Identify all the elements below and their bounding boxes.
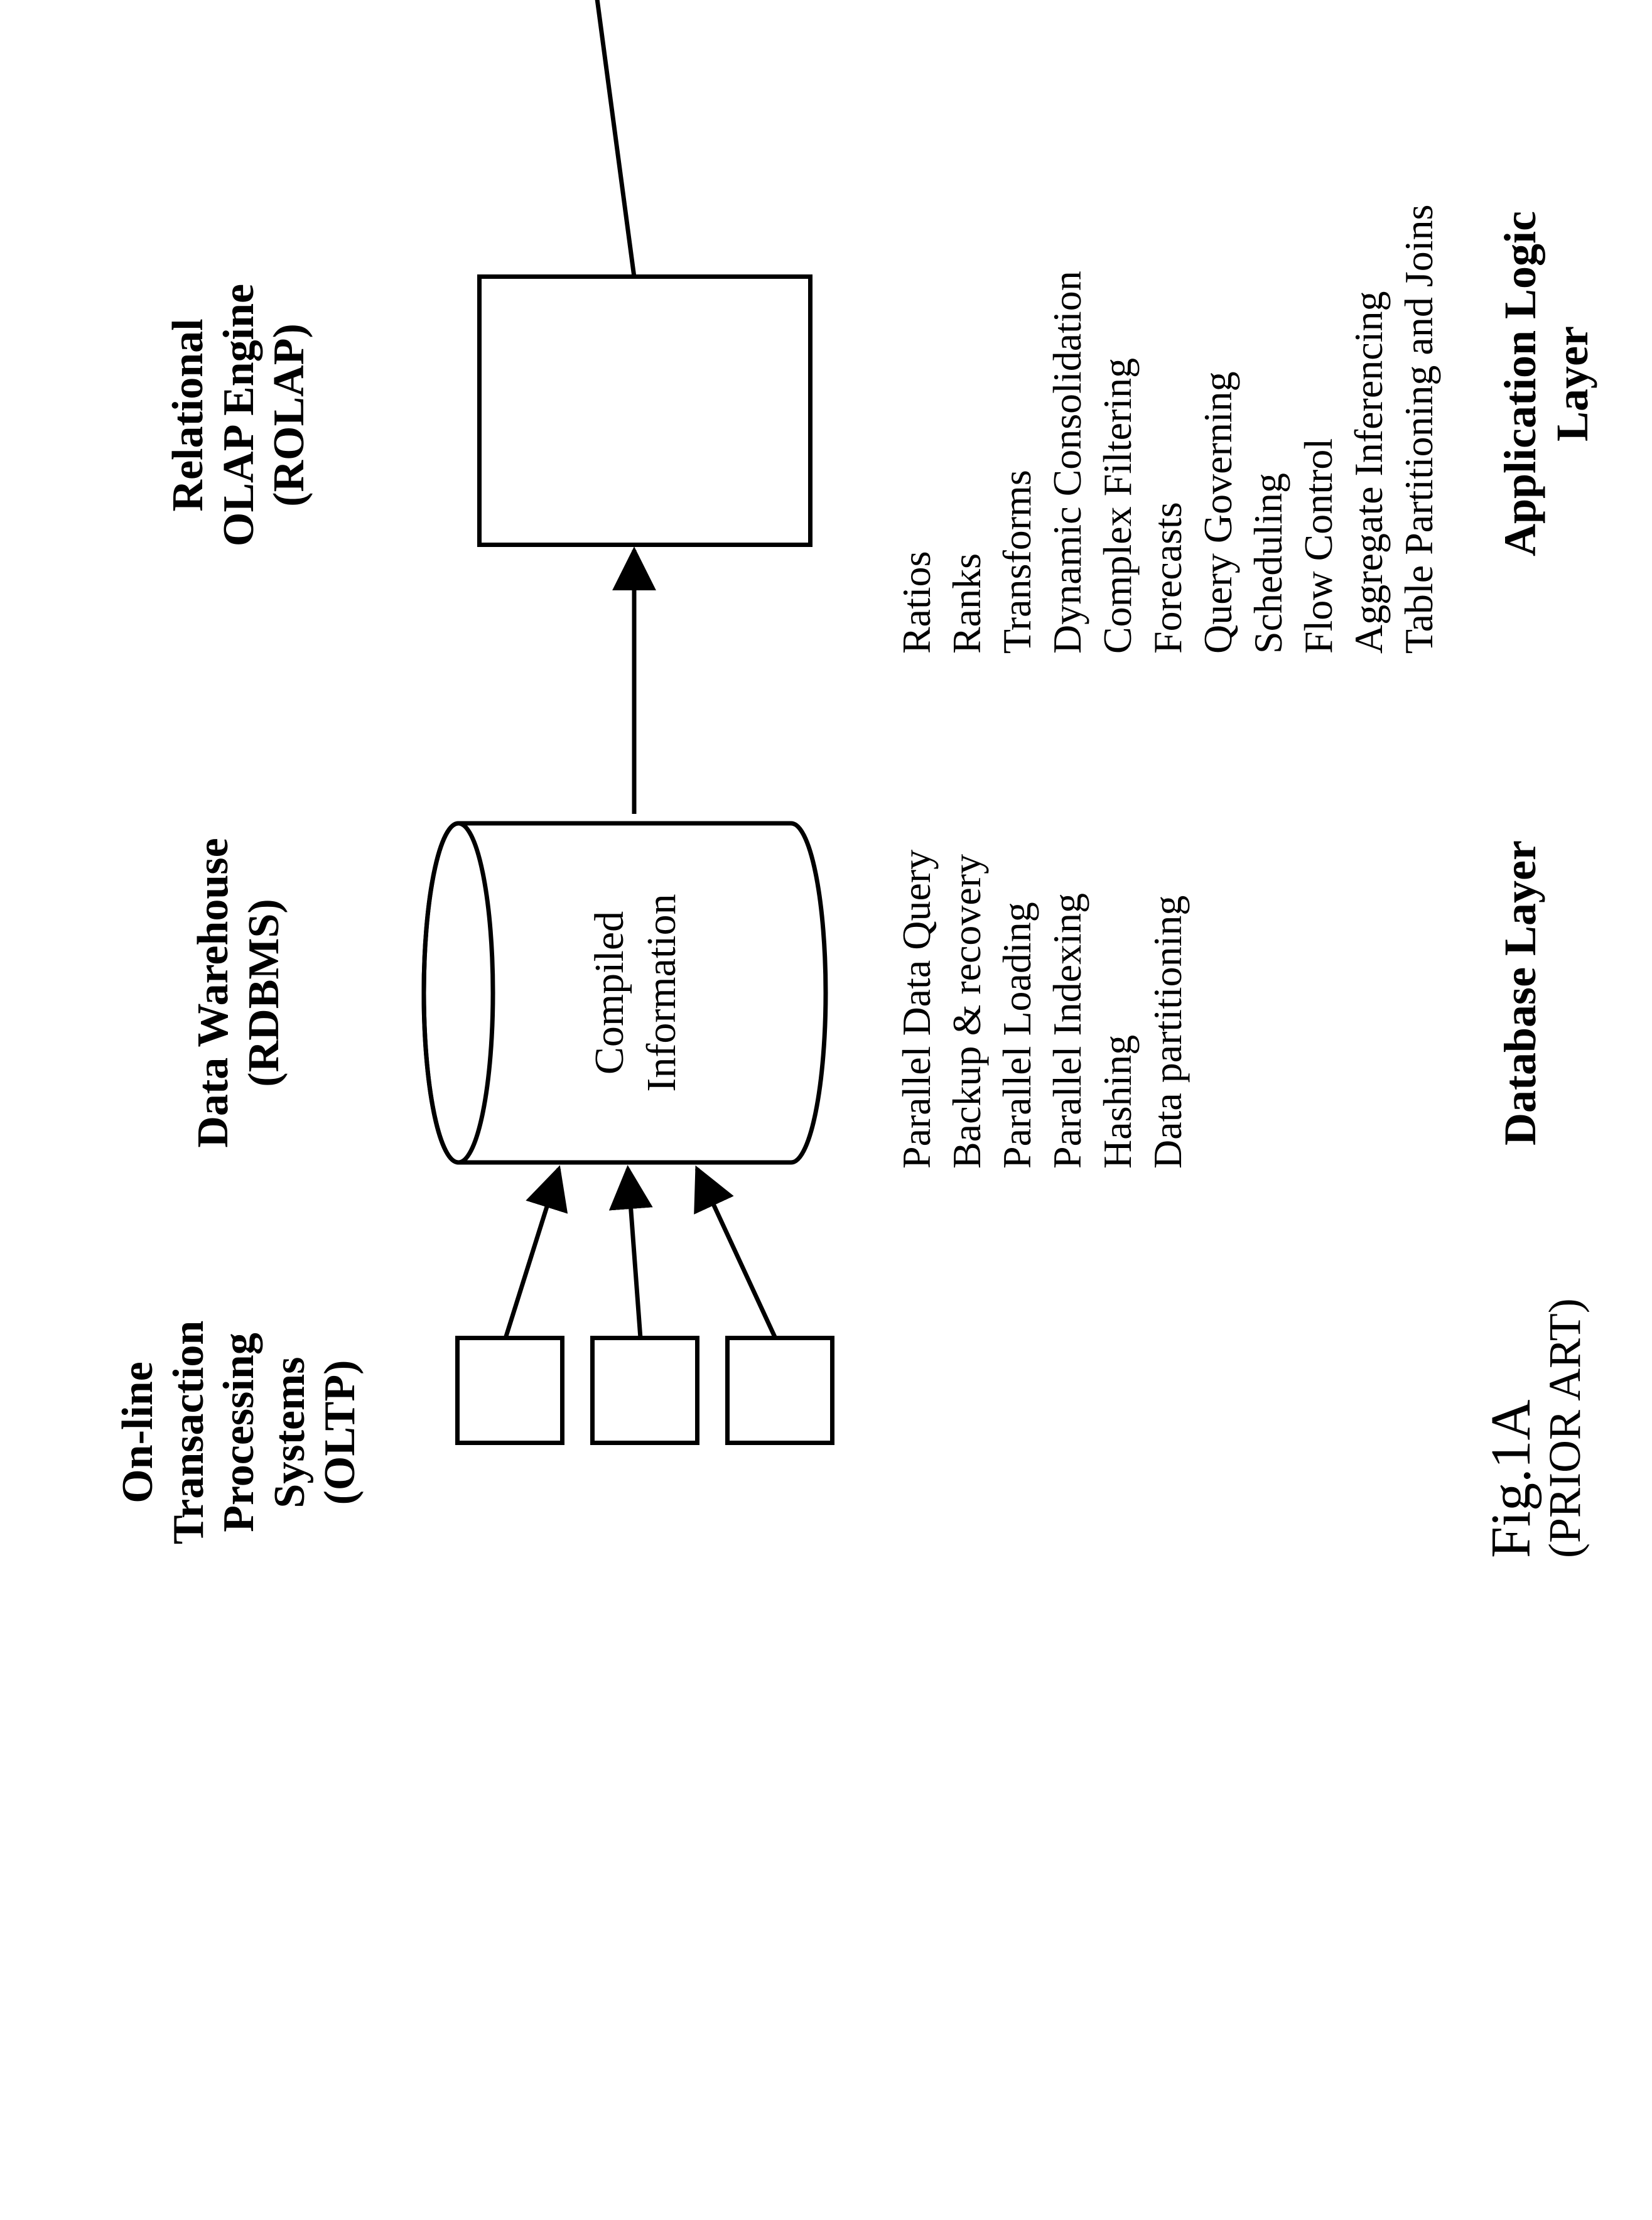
list-item: Backup & recovery [942, 754, 992, 1169]
list-item: Dynamic Consolidation [1042, 26, 1093, 654]
list-item: Ratios [892, 26, 942, 654]
list-item: Hashing [1093, 754, 1143, 1169]
list-item: Query Governing [1193, 26, 1243, 654]
list-item: Transforms [992, 26, 1042, 654]
list-item: Flow Control [1293, 26, 1344, 654]
warehouse-feature-list: Parallel Data Query Backup & recovery Pa… [892, 754, 1193, 1169]
list-item: Table Partitioning and Joins [1394, 26, 1444, 654]
list-item: Forecasts [1143, 26, 1193, 654]
list-item: Aggregate Inferencing [1344, 26, 1394, 654]
figure-label-sub: (PRIOR ART) [1541, 1232, 1589, 1558]
list-item: Ranks [942, 26, 992, 654]
diagram-canvas: On-line Transaction Processing Systems (… [0, 0, 1652, 1652]
rolap-feature-list: Ratios Ranks Transforms Dynamic Consolid… [892, 26, 1444, 654]
list-item: Parallel Data Query [892, 754, 942, 1169]
list-item: Data partitioning [1143, 754, 1193, 1169]
rolap-footer: Application Logic Layer [1494, 164, 1599, 604]
figure-label-main: Fig.1A [1482, 1232, 1541, 1558]
list-item: Complex Filtering [1093, 26, 1143, 654]
figure-label: Fig.1A (PRIOR ART) [1482, 1232, 1589, 1558]
list-item: Scheduling [1243, 26, 1293, 654]
warehouse-footer: Database Layer [1494, 817, 1547, 1169]
list-item: Parallel Indexing [1042, 754, 1093, 1169]
list-item: Parallel Loading [992, 754, 1042, 1169]
